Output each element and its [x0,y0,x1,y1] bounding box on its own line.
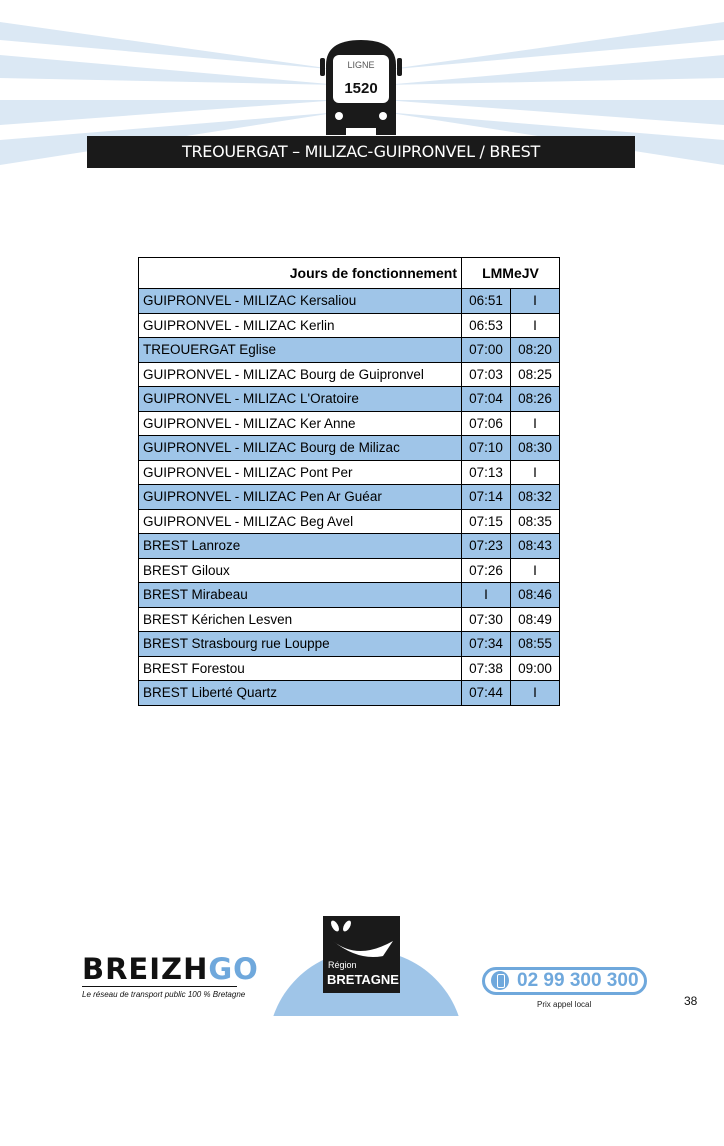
time-cell: 07:06 [461,410,511,436]
stop-name: GUIPRONVEL - MILIZAC Pont Per [138,459,462,485]
time-cell: 07:04 [461,386,511,412]
header-days: LMMeJV [461,257,560,289]
stop-name: GUIPRONVEL - MILIZAC Beg Avel [138,508,462,534]
table-row: GUIPRONVEL - MILIZAC Bourg de Milizac 07:… [138,435,560,461]
time-cell: I [510,459,560,485]
time-cell: I [510,312,560,338]
table-row: GUIPRONVEL - MILIZAC Beg Avel 07:15 08:35 [138,508,560,534]
table-row: BREST Kérichen Lesven 07:30 08:49 [138,606,560,632]
table-row: GUIPRONVEL - MILIZAC Bourg de Guipronvel… [138,361,560,387]
time-cell: 07:15 [461,508,511,534]
time-cell: 06:51 [461,288,511,314]
time-cell: 07:13 [461,459,511,485]
breizhgo-logo: BREIZHGO [82,952,259,986]
table-row: GUIPRONVEL - MILIZAC Pont Per 07:13 I [138,459,560,485]
time-cell: 08:26 [510,386,560,412]
table-row: GUIPRONVEL - MILIZAC Pen Ar Guéar 07:14 08… [138,484,560,510]
table-row: BREST Giloux 07:26 I [138,557,560,583]
time-cell: 09:00 [510,655,560,681]
ligne-label: LIGNE [347,60,375,70]
stop-name: BREST Liberté Quartz [138,680,462,706]
time-cell: 08:46 [510,582,560,608]
bus-icon: LIGNE 1520 [318,40,404,140]
time-cell: I [510,410,560,436]
table-row: GUIPRONVEL - MILIZAC Ker Anne 07:06 I [138,410,560,436]
ermine-icon [331,920,393,957]
time-cell: 07:23 [461,533,511,559]
divider [82,986,237,987]
time-cell: 07:30 [461,606,511,632]
stop-name: BREST Lanroze [138,533,462,559]
stop-name: BREST Forestou [138,655,462,681]
stop-name: GUIPRONVEL - MILIZAC Ker Anne [138,410,462,436]
table-row: GUIPRONVEL - MILIZAC Kerlin 06:53 I [138,312,560,338]
time-cell: 07:34 [461,631,511,657]
page-number: 38 [684,994,698,1008]
time-cell: 07:03 [461,361,511,387]
stop-name: GUIPRONVEL - MILIZAC Kerlin [138,312,462,338]
timetable: Jours de fonctionnement LMMeJV GUIPRONVE… [138,257,560,706]
time-cell: 07:26 [461,557,511,583]
stop-name: BREST Kérichen Lesven [138,606,462,632]
table-row: GUIPRONVEL - MILIZAC L'Oratoire 07:04 08:2… [138,386,560,412]
time-cell: 07:38 [461,655,511,681]
table-row: BREST Liberté Quartz 07:44 I [138,680,560,706]
time-cell: I [510,557,560,583]
stop-name: GUIPRONVEL - MILIZAC Pen Ar Guéar [138,484,462,510]
time-cell: I [510,680,560,706]
time-cell: 07:44 [461,680,511,706]
time-cell: 07:14 [461,484,511,510]
table-row: BREST Lanroze 07:23 08:43 [138,533,560,559]
phone-number: 02 99 300 300 [482,967,647,995]
stop-name: TREOUERGAT Eglise [138,337,462,363]
time-cell: 08:55 [510,631,560,657]
breizhgo-tagline: Le réseau de transport public 100 % Bret… [82,990,246,999]
table-row: BREST Forestou 07:38 09:00 [138,655,560,681]
table-row: TREOUERGAT Eglise 07:00 08:20 [138,337,560,363]
stop-name: GUIPRONVEL - MILIZAC L'Oratoire [138,386,462,412]
time-cell: I [461,582,511,608]
stop-name: BREST Giloux [138,557,462,583]
table-row: GUIPRONVEL - MILIZAC Kersaliou 06:51 I [138,288,560,314]
time-cell: 08:32 [510,484,560,510]
time-cell: 08:30 [510,435,560,461]
time-cell: 08:20 [510,337,560,363]
header-label: Jours de fonctionnement [138,257,462,289]
stop-name: BREST Mirabeau [138,582,462,608]
time-cell: 08:43 [510,533,560,559]
ligne-number: 1520 [344,80,378,97]
time-cell: 06:53 [461,312,511,338]
table-row: BREST Mirabeau I 08:46 [138,582,560,608]
stop-name: GUIPRONVEL - MILIZAC Kersaliou [138,288,462,314]
region-bretagne-logo: Région BRETAGNE [323,916,400,993]
time-cell: 07:10 [461,435,511,461]
time-cell: 08:49 [510,606,560,632]
stop-name: GUIPRONVEL - MILIZAC Bourg de Milizac [138,435,462,461]
stop-name: BREST Strasbourg rue Louppe [138,631,462,657]
time-cell: 07:00 [461,337,511,363]
route-title: TREOUERGAT – MILIZAC-GUIPRONVEL / BREST [87,136,635,168]
phone-note: Prix appel local [537,1000,592,1009]
table-row: BREST Strasbourg rue Louppe 07:34 08:55 [138,631,560,657]
table-header-row: Jours de fonctionnement LMMeJV [138,257,560,289]
time-cell: I [510,288,560,314]
stop-name: GUIPRONVEL - MILIZAC Bourg de Guipronvel [138,361,462,387]
phone-icon [491,971,509,990]
time-cell: 08:25 [510,361,560,387]
time-cell: 08:35 [510,508,560,534]
